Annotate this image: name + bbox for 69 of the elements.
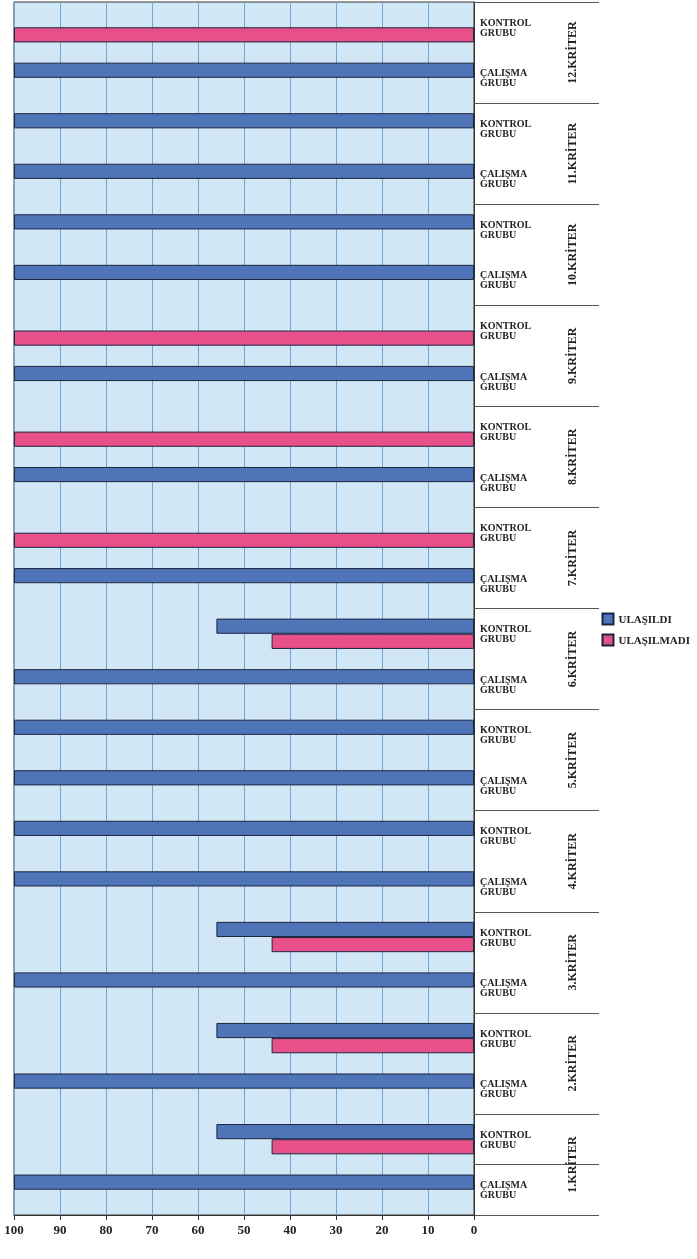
x-tick-label: 60	[191, 1222, 205, 1237]
bar	[14, 27, 474, 43]
bar	[14, 365, 474, 382]
y-tick-label: KONTROL GRUBU	[480, 16, 532, 38]
y-tick-label: KONTROL GRUBU	[480, 117, 532, 139]
x-tick-label: 20	[375, 1222, 389, 1237]
x-tick-label: 70	[145, 1222, 159, 1237]
text: 7.KRİTER	[565, 529, 579, 587]
x-tick-label: 0	[470, 1222, 478, 1237]
bar	[14, 972, 474, 988]
bar	[14, 466, 474, 483]
text: 10.KRİTER	[565, 223, 579, 286]
x-tick-label: 90	[53, 1222, 67, 1237]
text: 11.KRİTER	[565, 122, 579, 185]
y-tick-label: ÇALIŞMA GRUBU	[480, 774, 528, 796]
x-tick-label: 30	[329, 1222, 343, 1237]
bar	[14, 214, 474, 230]
y-tick-label: KONTROL GRUBU	[480, 320, 532, 342]
y-tick-label: ÇALIŞMA GRUBU	[480, 673, 528, 695]
x-tick-label: 10	[421, 1222, 435, 1237]
bar	[14, 1174, 474, 1190]
bar	[14, 820, 474, 836]
y-tick-label: ÇALIŞMA GRUBU	[480, 471, 528, 493]
bar	[14, 330, 474, 346]
x-tick-label: 40	[283, 1222, 297, 1237]
y-tick-label: KONTROL GRUBU	[480, 825, 532, 847]
text: 4.KRİTER	[565, 832, 579, 890]
y-tick-label: KONTROL GRUBU	[480, 421, 532, 443]
x-tick-label: 50	[237, 1222, 251, 1237]
y-tick-label: ÇALIŞMA GRUBU	[480, 168, 528, 190]
y-tick-label: KONTROL GRUBU	[480, 522, 532, 544]
bar	[14, 669, 474, 685]
y-tick-label: ÇALIŞMA GRUBU	[480, 1078, 528, 1100]
y-tick-label: KONTROL GRUBU	[480, 926, 532, 948]
y-tick-label: KONTROL GRUBU	[480, 1027, 532, 1049]
y-tick-label: ÇALIŞMA GRUBU	[480, 269, 528, 291]
text: 3.KRİTER	[565, 933, 579, 991]
y-tick-label: ÇALIŞMA GRUBU	[480, 572, 528, 594]
legend-label: ULAŞILMADI	[618, 634, 690, 646]
y-tick-label: ÇALIŞMA GRUBU	[480, 67, 528, 89]
text: 8.KRİTER	[565, 428, 579, 486]
bar	[14, 719, 474, 735]
y-tick-label: KONTROL GRUBU	[480, 218, 532, 240]
y-tick-label: ÇALIŞMA GRUBU	[480, 875, 528, 897]
legend-label: ULAŞILDI	[618, 613, 672, 625]
text: 12.KRİTER	[565, 21, 579, 84]
y-tick-label: KONTROL GRUBU	[480, 623, 532, 645]
y-tick-label: KONTROL GRUBU	[480, 1128, 532, 1150]
bar	[14, 1073, 474, 1089]
text: 2.KRİTER	[565, 1034, 579, 1092]
y-tick-label: ÇALIŞMA GRUBU	[480, 370, 528, 392]
bar	[14, 532, 474, 548]
text: 1.KRİTER	[565, 1135, 579, 1193]
bar	[14, 871, 474, 887]
x-tick-label: 80	[99, 1222, 113, 1237]
bar	[14, 62, 474, 78]
y-tick-label: ÇALIŞMA GRUBU	[480, 1179, 528, 1201]
text: 5.KRİTER	[565, 731, 579, 789]
bar	[14, 770, 474, 786]
bar	[14, 113, 474, 129]
bar	[14, 568, 474, 584]
bar	[14, 163, 474, 179]
y-tick-label: ÇALIŞMA GRUBU	[480, 977, 528, 999]
x-tick-label: 100	[4, 1222, 24, 1237]
text: 6.KRİTER	[565, 630, 579, 688]
text: 9.KRİTER	[565, 327, 579, 384]
bar	[14, 264, 474, 280]
bar	[14, 431, 474, 447]
y-tick-label: KONTROL GRUBU	[480, 724, 532, 746]
